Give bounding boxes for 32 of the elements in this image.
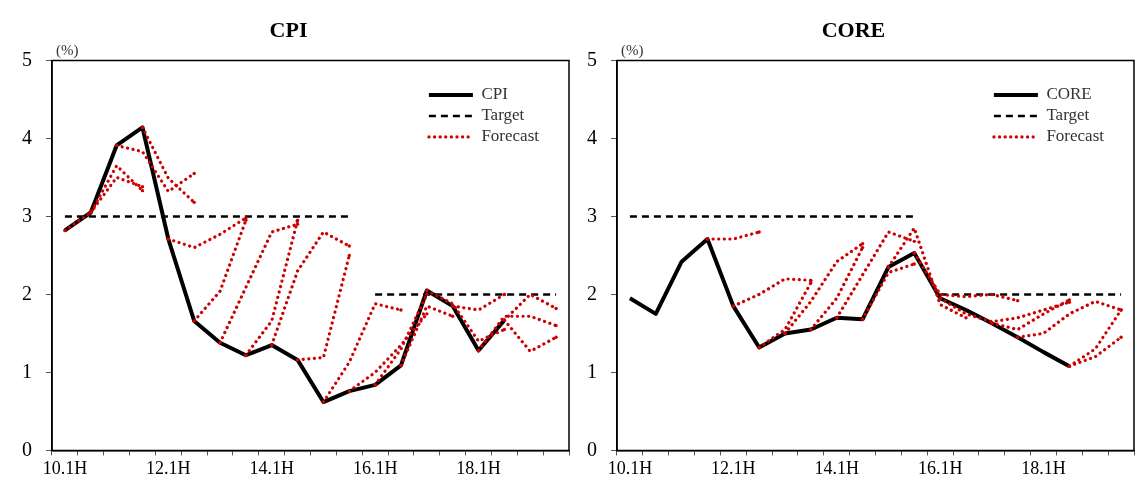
x-tick-label: 10.1H [42, 457, 88, 478]
legend-label: CPI [481, 84, 509, 104]
y-tick-label: 5 [587, 47, 597, 70]
y-tick-label: 1 [587, 359, 597, 382]
x-tick-label: 14.1H [249, 457, 294, 478]
x-tick-label: 14.1H [814, 457, 859, 478]
x-tick-label: 16.1H [352, 457, 398, 478]
y-tick-label: 2 [22, 281, 32, 304]
legend-label: Target [1046, 105, 1090, 125]
chart-title: CORE [821, 16, 886, 42]
y-tick-label: 5 [22, 47, 32, 70]
x-tick-label: 18.1H [456, 457, 501, 478]
x-tick-label: 12.1H [711, 457, 756, 478]
y-axis-title: (%) [621, 41, 644, 59]
y-axis-title: (%) [56, 41, 79, 59]
y-tick-label: 1 [22, 359, 32, 382]
y-tick-label: 3 [587, 203, 597, 226]
legend-label: Forecast [1046, 126, 1105, 146]
x-tick-label: 18.1H [1021, 457, 1066, 478]
y-tick-label: 0 [587, 437, 597, 460]
legend-label: Target [481, 105, 525, 125]
legend-label: CORE [1046, 84, 1092, 104]
y-tick-label: 3 [22, 203, 32, 226]
chart-title: CPI [269, 16, 308, 42]
y-tick-label: 4 [22, 125, 32, 148]
y-tick-label: 2 [587, 281, 597, 304]
x-tick-label: 12.1H [146, 457, 191, 478]
x-tick-label: 16.1H [917, 457, 963, 478]
x-tick-label: 10.1H [607, 457, 653, 478]
legend-label: Forecast [481, 126, 540, 146]
y-tick-label: 4 [587, 125, 597, 148]
y-tick-label: 0 [22, 437, 32, 460]
